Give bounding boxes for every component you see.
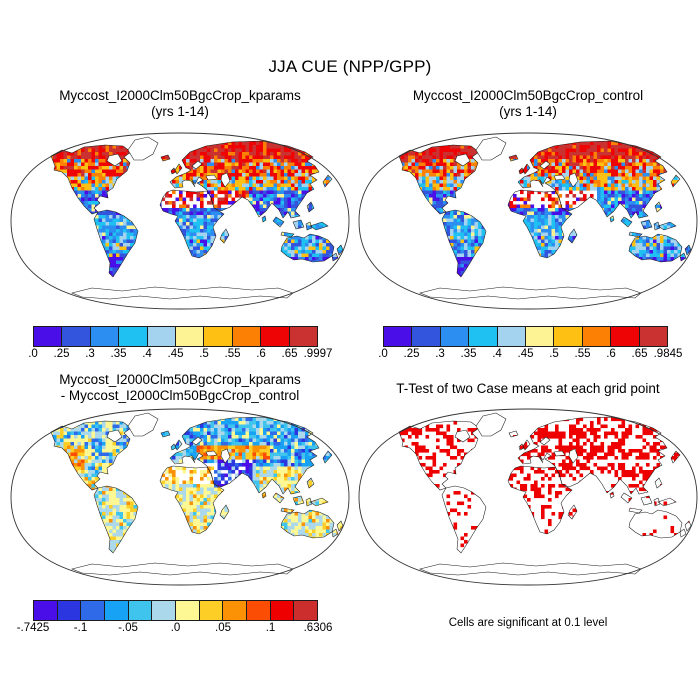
colorbar-tick-label: .55 bbox=[574, 348, 591, 360]
colorbar-segment bbox=[439, 326, 470, 347]
colorbar-segment bbox=[127, 600, 153, 621]
colorbar-tick-label: .6 bbox=[256, 348, 266, 360]
colorbar-tick-label: .65 bbox=[631, 348, 648, 360]
map-control bbox=[358, 130, 698, 312]
panel-title-diff: Myccost_I2000Clm50BgcCrop_kparams - Mycc… bbox=[5, 372, 355, 404]
colorbar-segment bbox=[383, 326, 413, 347]
panel-title-kparams-line1: Myccost_I2000Clm50BgcCrop_kparams bbox=[59, 88, 301, 103]
colorbar-segment bbox=[411, 326, 441, 347]
colorbar-tick-label: .6 bbox=[606, 348, 616, 360]
colorbar-tick-label: -.05 bbox=[118, 622, 138, 634]
colorbar-tick-label: .0 bbox=[28, 348, 38, 360]
colorbar-segment bbox=[553, 326, 583, 347]
colorbar-segment bbox=[175, 600, 200, 621]
colorbar-tick-label: .4 bbox=[492, 348, 502, 360]
colorbar-segment bbox=[89, 326, 120, 347]
colorbar-segment bbox=[80, 600, 106, 621]
map-ttest bbox=[358, 406, 698, 588]
colorbar-segments bbox=[33, 326, 319, 347]
colorbar-tick-label: .5 bbox=[549, 348, 559, 360]
panel-title-diff-line1: Myccost_I2000Clm50BgcCrop_kparams bbox=[59, 372, 301, 387]
colorbar-tick-label: .45 bbox=[167, 348, 184, 360]
colorbar-segment bbox=[293, 600, 319, 621]
colorbar-tick-labels: .0 .25 .3 .35 .4 .45 .5 .55 .6 .65 .9845 bbox=[378, 348, 682, 362]
panel-title-control-line1: Myccost_I2000Clm50BgcCrop_control bbox=[412, 88, 644, 103]
colorbar-segment bbox=[581, 326, 612, 347]
colorbar-tick-label: .3 bbox=[435, 348, 445, 360]
colorbar-segment bbox=[231, 326, 262, 347]
colorbar-tick-label: .0 bbox=[378, 348, 388, 360]
colorbar-tick-labels: -.7425 -.1 -.05 .0 .05 .1 .6306 bbox=[17, 622, 333, 636]
colorbar-segment bbox=[118, 326, 148, 347]
colorbar-diff: -.7425 -.1 -.05 .0 .05 .1 .6306 bbox=[17, 600, 332, 634]
colorbar-segment bbox=[33, 326, 63, 347]
colorbar-segment bbox=[203, 326, 233, 347]
colorbar-segment bbox=[610, 326, 640, 347]
colorbar-tick-label: .65 bbox=[281, 348, 298, 360]
colorbar-segment bbox=[104, 600, 129, 621]
panel-title-diff-line2: - Myccost_I2000Clm50BgcCrop_control bbox=[60, 388, 300, 403]
panel-title-ttest: T-Test of two Case means at each grid po… bbox=[353, 381, 700, 397]
figure-title: JJA CUE (NPP/GPP) bbox=[268, 57, 432, 76]
colorbar-tick-label: .25 bbox=[403, 348, 420, 360]
colorbar-kparams: .0 .25 .3 .35 .4 .45 .5 .55 .6 .65 .9997 bbox=[28, 326, 332, 360]
colorbar-control: .0 .25 .3 .35 .4 .45 .5 .55 .6 .65 .9845 bbox=[378, 326, 682, 360]
colorbar-segments bbox=[33, 600, 319, 621]
colorbar-tick-label: .05 bbox=[215, 622, 231, 634]
map-kparams bbox=[10, 130, 350, 312]
colorbar-tick-label: .45 bbox=[517, 348, 534, 360]
colorbar-segment bbox=[638, 326, 669, 347]
colorbar-tick-label: .55 bbox=[224, 348, 241, 360]
colorbar-segment bbox=[198, 600, 224, 621]
panel-title-control: Myccost_I2000Clm50BgcCrop_control (yrs 1… bbox=[353, 88, 700, 120]
colorbar-tick-label: .35 bbox=[110, 348, 127, 360]
colorbar-segment bbox=[222, 600, 248, 621]
colorbar-tick-label: .1 bbox=[265, 622, 276, 634]
colorbar-tick-label: .4 bbox=[142, 348, 152, 360]
colorbar-tick-labels: .0 .25 .3 .35 .4 .45 .5 .55 .6 .65 .9997 bbox=[28, 348, 332, 362]
colorbar-segment bbox=[151, 600, 177, 621]
colorbar-tick-label: .0 bbox=[170, 622, 181, 634]
panel-title-kparams-line2: (yrs 1-14) bbox=[151, 104, 209, 119]
colorbar-tick-label: .6306 bbox=[303, 622, 333, 634]
colorbar-tick-label: .3 bbox=[85, 348, 95, 360]
colorbar-tick-label: .25 bbox=[53, 348, 70, 360]
colorbar-segment bbox=[56, 600, 82, 621]
ttest-caption: Cells are significant at 0.1 level bbox=[448, 617, 608, 629]
colorbar-tick-label: .9845 bbox=[653, 348, 683, 360]
colorbar-segment bbox=[175, 326, 205, 347]
colorbar-segment bbox=[246, 600, 271, 621]
colorbar-tick-label: .9997 bbox=[303, 348, 333, 360]
panel-title-control-line2: (yrs 1-14) bbox=[499, 104, 557, 119]
colorbar-segment bbox=[288, 326, 319, 347]
colorbar-tick-label: -.7425 bbox=[16, 622, 50, 634]
colorbar-segment bbox=[61, 326, 91, 347]
colorbar-segment bbox=[146, 326, 177, 347]
colorbar-tick-label: .5 bbox=[199, 348, 209, 360]
colorbar-tick-label: .35 bbox=[460, 348, 477, 360]
map-diff bbox=[10, 406, 350, 588]
colorbar-tick-label: -.1 bbox=[73, 622, 88, 634]
colorbar-segment bbox=[496, 326, 527, 347]
colorbar-segment bbox=[468, 326, 498, 347]
colorbar-segment bbox=[33, 600, 58, 621]
panel-title-ttest-line1: T-Test of two Case means at each grid po… bbox=[396, 381, 660, 396]
colorbar-segment bbox=[260, 326, 290, 347]
colorbar-segment bbox=[269, 600, 295, 621]
colorbar-segment bbox=[525, 326, 555, 347]
panel-title-kparams: Myccost_I2000Clm50BgcCrop_kparams (yrs 1… bbox=[5, 88, 355, 120]
colorbar-segments bbox=[383, 326, 669, 347]
